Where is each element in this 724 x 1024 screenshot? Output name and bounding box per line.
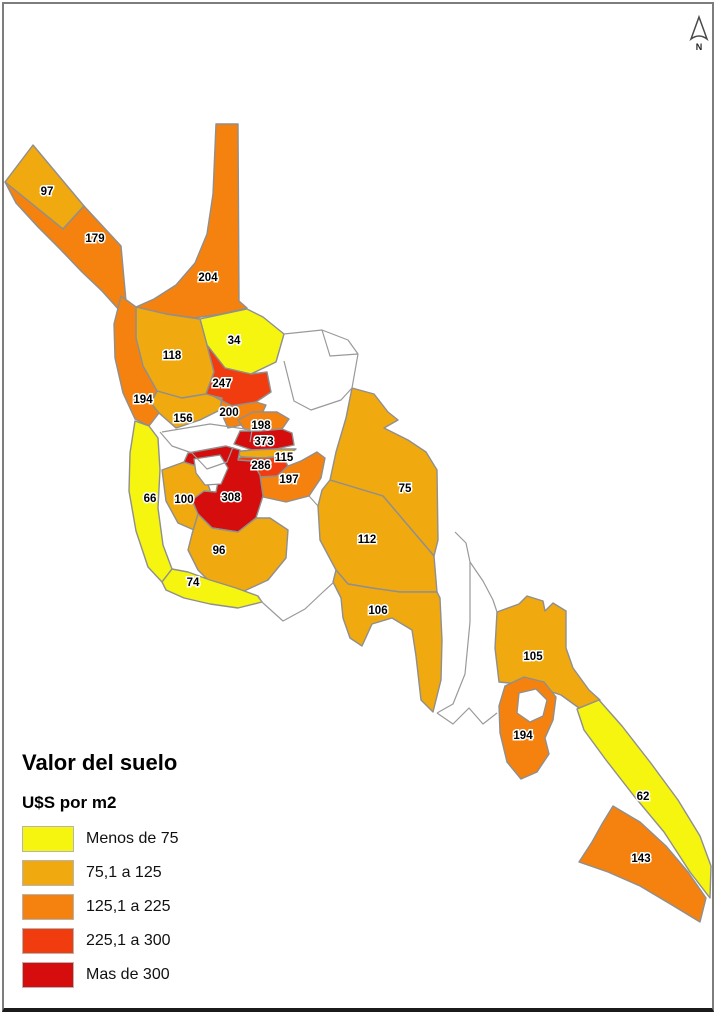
legend-swatch-red-orange	[22, 928, 74, 954]
boundary-line	[283, 360, 353, 411]
north-arrow-icon	[689, 14, 709, 42]
legend-swatch-orange	[22, 894, 74, 920]
region-label-179: 179	[85, 233, 104, 245]
boundary-line	[321, 329, 359, 357]
region-204	[135, 123, 248, 319]
region-label-34: 34	[228, 335, 241, 347]
boundary-line	[436, 707, 498, 725]
region-143	[578, 805, 707, 923]
region-label-194: 194	[513, 730, 533, 742]
legend-swatch-red	[22, 962, 74, 988]
region-label-247: 247	[212, 378, 231, 390]
region-106	[332, 569, 443, 713]
region-label-197: 197	[279, 474, 298, 486]
region-96	[187, 513, 289, 593]
legend-item-75-a-125: 75,1 a 125	[22, 860, 179, 886]
boundary-line	[436, 562, 471, 714]
region-197	[251, 451, 326, 503]
north-arrow-label: N	[696, 42, 703, 52]
legend-item-225-a-300: 225,1 a 300	[22, 928, 179, 954]
region-label-204: 204	[198, 272, 218, 284]
unclassified-parcels	[193, 454, 548, 723]
boundary-line	[308, 495, 319, 507]
region-label-118: 118	[163, 350, 182, 362]
region-label-143: 143	[631, 853, 650, 865]
legend-item-label: Menos de 75	[86, 830, 179, 847]
region-label-66: 66	[144, 493, 157, 505]
region-label-156: 156	[173, 413, 192, 425]
legend-item-mas-de-300: Mas de 300	[22, 962, 179, 988]
legend-item-label: 75,1 a 125	[86, 864, 162, 881]
region-label-308: 308	[221, 492, 241, 504]
boundary-line	[283, 329, 359, 389]
legend-swatch-yellow	[22, 826, 74, 852]
region-label-286: 286	[251, 460, 270, 472]
map-legend: Valor del suelo U$S por m2 Menos de 75 7…	[22, 750, 179, 996]
legend-item-label: 125,1 a 225	[86, 898, 171, 915]
legend-item-125-a-225: 125,1 a 225	[22, 894, 179, 920]
boundary-line	[161, 423, 253, 443]
legend-subtitle: U$S por m2	[22, 793, 117, 812]
region-label-62: 62	[637, 791, 650, 803]
region-label-112: 112	[358, 534, 377, 546]
region-label-100: 100	[174, 494, 193, 506]
region-label-97: 97	[41, 186, 54, 198]
region-label-198: 198	[251, 420, 271, 432]
boundary-line	[257, 581, 335, 622]
region-179	[4, 181, 127, 312]
region-62	[576, 699, 712, 899]
legend-swatch-amber	[22, 860, 74, 886]
region-75	[329, 387, 439, 557]
legend-title: Valor del suelo	[22, 750, 178, 775]
boundary-line	[454, 531, 498, 613]
region-label-373: 373	[254, 436, 273, 448]
region-label-105: 105	[523, 651, 543, 663]
region-label-115: 115	[275, 452, 294, 464]
legend-item-label: Mas de 300	[86, 966, 170, 983]
legend-item-label: 225,1 a 300	[86, 932, 171, 949]
region-label-194: 194	[133, 394, 153, 406]
parcel-curl-in-194-south	[516, 688, 548, 723]
region-label-96: 96	[213, 545, 226, 557]
region-label-106: 106	[368, 605, 387, 617]
boundary-line	[159, 431, 234, 470]
region-label-200: 200	[219, 407, 238, 419]
north-arrow: N	[689, 14, 709, 52]
legend-item-menos-de-75: Menos de 75	[22, 826, 179, 852]
parcel-hole-in-308	[193, 454, 229, 486]
parcel-boundary-lines	[159, 329, 498, 725]
region-label-74: 74	[187, 577, 200, 589]
region-label-75: 75	[399, 483, 412, 495]
